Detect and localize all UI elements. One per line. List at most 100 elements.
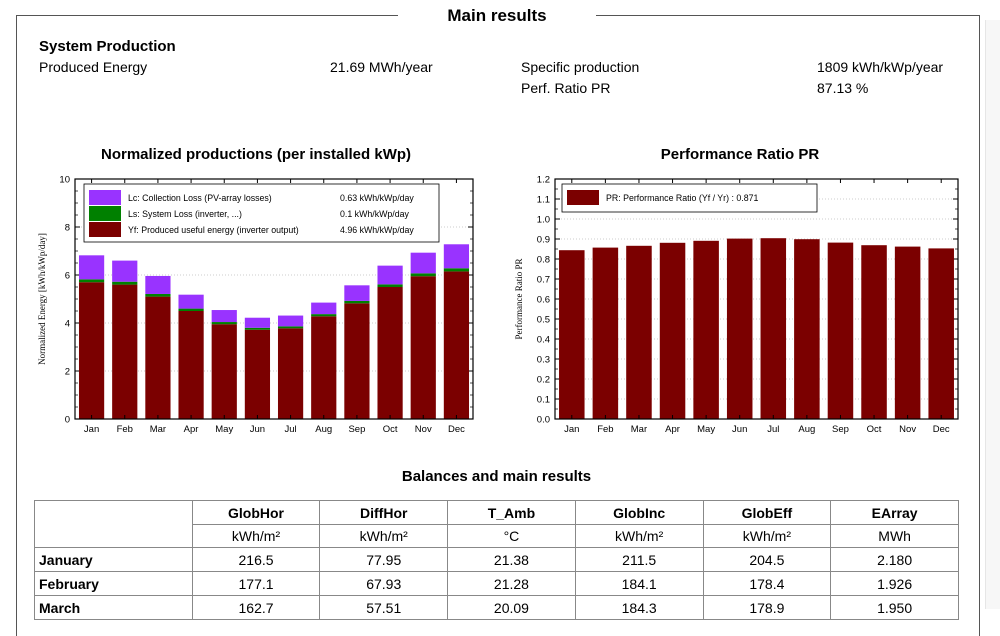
x-tick-label: Dec — [933, 424, 950, 435]
col-header-globinc: GlobInc — [574, 500, 704, 525]
unit-globinc: kWh/m² — [574, 524, 704, 548]
y-tick-label: 0.8 — [537, 255, 550, 266]
bar-segment — [277, 328, 304, 419]
y-tick-label: 0.3 — [537, 355, 550, 366]
row-month: February — [34, 571, 193, 596]
perf-ratio-value: 87.13 % — [817, 80, 869, 96]
y-tick-label: 0.2 — [537, 375, 550, 386]
bar-segment — [145, 296, 171, 419]
bar-segment — [244, 327, 271, 330]
y-axis-label: Performance Ratio PR — [514, 259, 524, 340]
bar-segment — [178, 311, 204, 419]
units-corner — [34, 524, 193, 548]
bar-segment — [344, 303, 370, 419]
specific-production-label: Specific production — [521, 59, 640, 75]
cell-globinc: 184.1 — [574, 571, 704, 596]
y-tick-label: 6 — [65, 271, 70, 282]
col-header-earray: EArray — [830, 500, 959, 525]
legend-swatch — [89, 206, 121, 221]
bar-segment — [377, 287, 403, 419]
x-tick-label: Aug — [798, 424, 815, 435]
x-tick-label: Nov — [899, 424, 916, 435]
cell-earray: 1.950 — [830, 595, 959, 620]
normalized-productions-chart: 0 2 4 6 8 10 Jan Feb Mar Apr May Jun Jul Aug Sep Oct Nov… — [37, 175, 474, 435]
bar-segment — [894, 246, 921, 419]
system-production-heading: System Production — [39, 38, 176, 55]
specific-production-value: 1809 kWh/kWp/year — [817, 59, 944, 75]
produced-energy-label: Produced Energy — [39, 59, 148, 75]
bar-segment — [559, 250, 585, 419]
col-header-globeff: GlobEff — [702, 500, 832, 525]
table-row: January 216.5 77.95 21.38 211.5 204.5 2.… — [34, 547, 959, 572]
unit-globeff: kWh/m² — [702, 524, 832, 548]
legend-value: 0.1 kWh/kWp/day — [340, 209, 410, 219]
bar-segment — [211, 310, 237, 323]
y-tick-label: 0.4 — [537, 335, 550, 346]
x-tick-label: Oct — [383, 424, 398, 435]
y-tick-label: 1.1 — [537, 195, 550, 206]
unit-tamb: °C — [447, 524, 576, 548]
x-tick-label: Sep — [832, 424, 849, 435]
col-header-globhor: GlobHor — [191, 500, 321, 525]
cell-tamb: 20.09 — [447, 595, 576, 620]
x-tick-label: Sep — [348, 424, 365, 435]
bar-segment — [311, 314, 337, 317]
y-tick-label: 0.5 — [537, 315, 550, 326]
bar-segment — [861, 245, 887, 419]
bar-segment — [626, 245, 652, 419]
bar-segment — [443, 268, 470, 272]
y-tick-label: 0.0 — [537, 415, 550, 426]
x-tick-label: Jul — [285, 424, 297, 435]
bar-segment — [410, 273, 436, 277]
bar-segment — [726, 238, 753, 419]
bar-segment — [592, 247, 619, 419]
bar-segment — [377, 265, 403, 285]
y-tick-label: 0.1 — [537, 395, 550, 406]
legend-swatch — [89, 222, 121, 237]
bar-segment — [693, 240, 719, 419]
bar-segment — [145, 275, 171, 294]
y-tick-label: 2 — [65, 367, 70, 378]
x-tick-label: Apr — [665, 424, 680, 435]
right-scroll-gutter — [985, 20, 1000, 609]
bar-segment — [78, 279, 105, 283]
bar-segment — [827, 242, 854, 419]
bar-segment — [277, 326, 304, 329]
legend-label: PR: Performance Ratio (Yf / Yr) : 0.871 — [606, 193, 758, 203]
plot-frame — [554, 178, 959, 420]
bar-segment — [211, 324, 237, 419]
legend-label: Yf: Produced useful energy (inverter out… — [128, 225, 299, 235]
x-tick-label: Dec — [448, 424, 465, 435]
unit-globhor: kWh/m² — [191, 524, 321, 548]
y-tick-label: 1.0 — [537, 215, 550, 226]
cell-globeff: 204.5 — [702, 547, 832, 572]
bar-segment — [760, 238, 787, 419]
balances-title: Balances and main results — [401, 468, 592, 485]
y-tick-label: 0.7 — [537, 275, 550, 286]
legend-swatch — [89, 190, 121, 205]
bar-segment — [344, 285, 370, 301]
y-tick-label: 4 — [65, 319, 70, 330]
balances-table: GlobHor DiffHor T_Amb GlobInc GlobEff EA… — [34, 500, 959, 620]
cell-diffhor: 67.93 — [319, 571, 449, 596]
table-row: February 177.1 67.93 21.28 184.1 178.4 1… — [34, 571, 959, 596]
y-axis-label: Normalized Energy [kWh/kWp/day] — [37, 233, 47, 365]
cell-diffhor: 57.51 — [319, 595, 449, 620]
performance-ratio-chart: 0.0 0.1 0.2 0.3 0.4 0.5 0.6 0.7 0.8 0.9 1.0 1.1 1.2 J… — [514, 175, 959, 435]
cell-globeff: 178.4 — [702, 571, 832, 596]
cell-diffhor: 77.95 — [319, 547, 449, 572]
y-tick-label: 10 — [59, 175, 70, 186]
table-header-row: GlobHor DiffHor T_Amb GlobInc GlobEff EA… — [34, 500, 959, 525]
bar-segment — [78, 282, 105, 419]
cell-globinc: 211.5 — [574, 547, 704, 572]
produced-energy-value: 21.69 MWh/year — [330, 59, 433, 75]
y-tick-label: 0.9 — [537, 235, 550, 246]
bar-segment — [211, 322, 237, 325]
x-tick-label: Feb — [597, 424, 613, 435]
table-row: March 162.7 57.51 20.09 184.3 178.9 1.95… — [34, 595, 959, 620]
table-header-corner — [34, 500, 193, 525]
page-title: Main results — [398, 5, 596, 27]
bar-segment — [377, 284, 403, 287]
x-tick-label: May — [215, 424, 233, 435]
y-tick-label: 0.6 — [537, 295, 550, 306]
